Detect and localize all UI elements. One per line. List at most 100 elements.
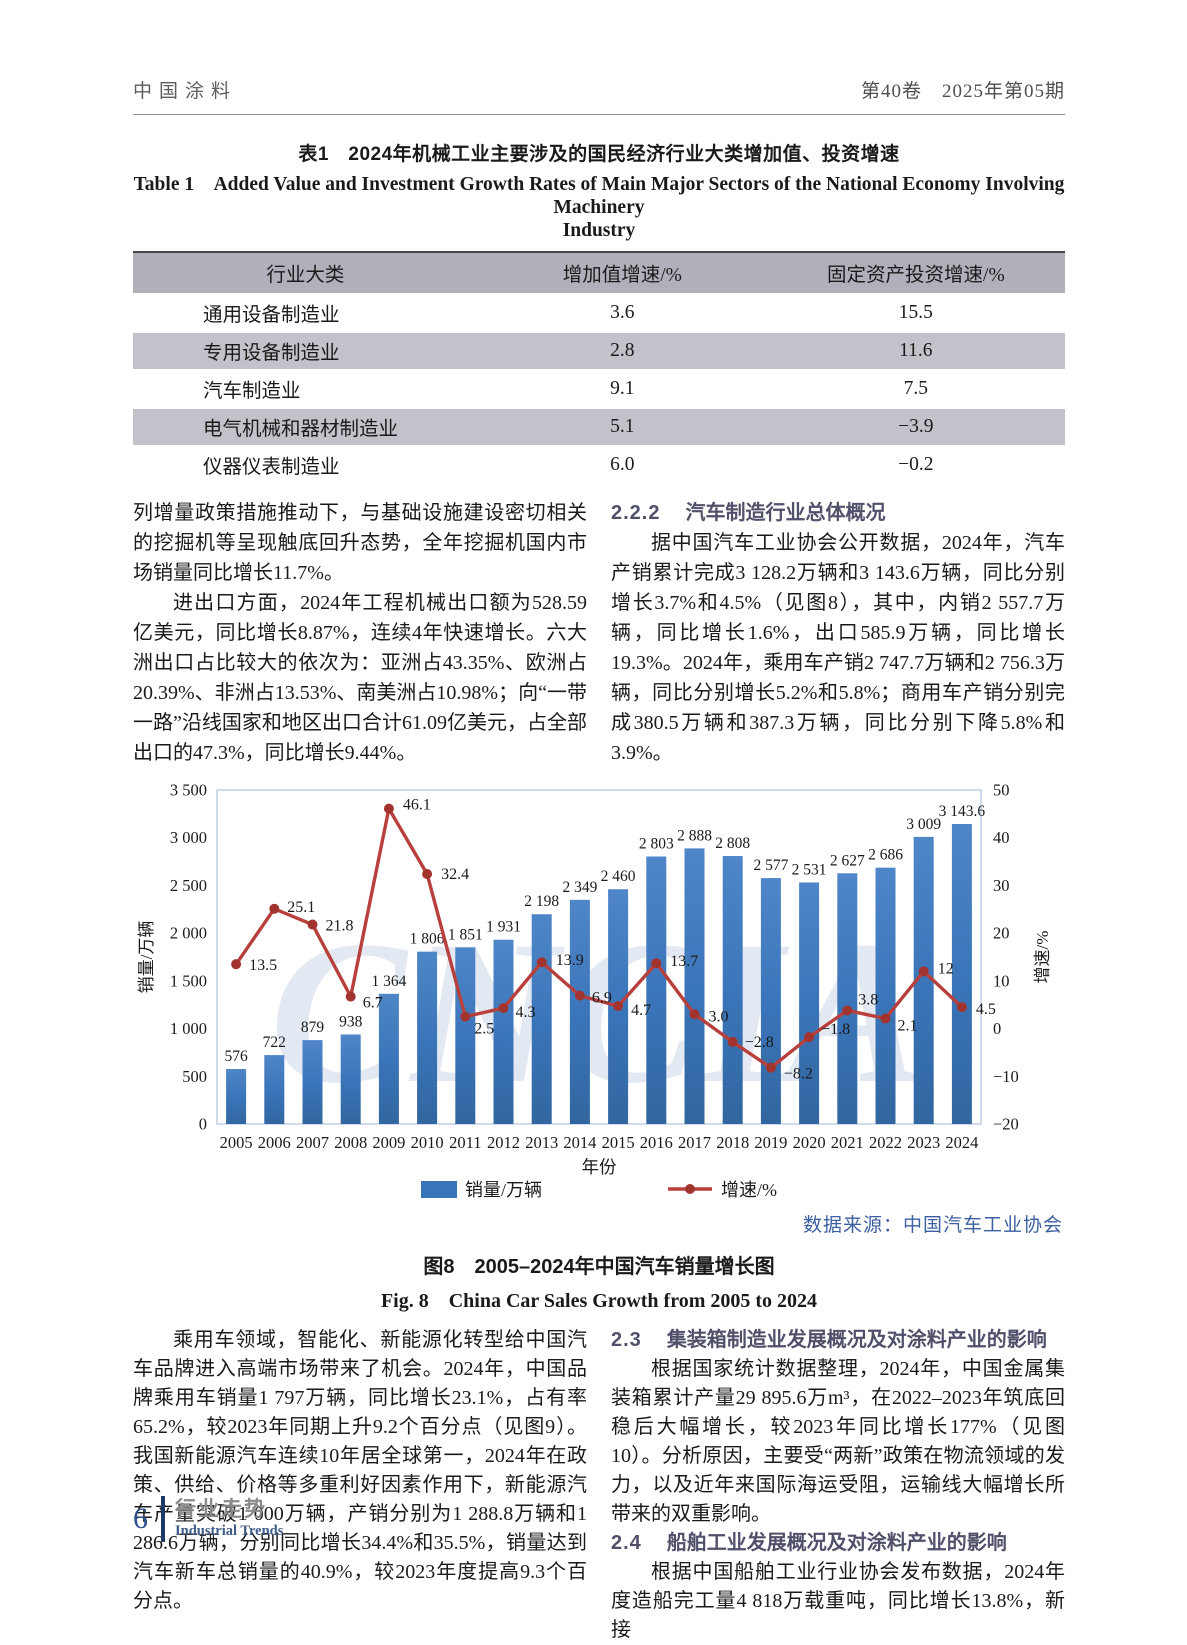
figure-caption-cn: 图8 2005–2024年中国汽车销量增长图	[423, 1256, 775, 1278]
value-cell: −3.9	[898, 415, 934, 437]
svg-text:年份: 年份	[582, 1157, 617, 1176]
svg-text:2019: 2019	[754, 1133, 787, 1152]
value-cell: 2.8	[610, 339, 635, 361]
value-cell: 11.6	[899, 339, 933, 361]
svg-text:2005: 2005	[220, 1133, 253, 1152]
svg-text:32.4: 32.4	[441, 866, 469, 883]
legend-line-marker	[668, 1184, 712, 1194]
svg-text:6.7: 6.7	[363, 995, 383, 1012]
svg-text:2.5: 2.5	[474, 1021, 494, 1038]
bar-2016	[646, 856, 667, 1124]
svg-text:2.1: 2.1	[898, 1018, 918, 1035]
growth-marker-2014	[574, 990, 585, 1001]
growth-marker-2011	[460, 1011, 471, 1022]
legend-item-sales: 销量/万辆	[420, 1176, 542, 1202]
growth-marker-2023	[918, 966, 929, 977]
growth-marker-2010	[422, 868, 433, 879]
growth-marker-2022	[880, 1013, 891, 1024]
svg-text:2 460: 2 460	[601, 868, 636, 885]
issue-info: 第40卷 2025年第05期	[860, 81, 1065, 102]
table1-title-en: Table 1 Added Value and Investment Growt…	[133, 173, 1065, 242]
svg-text:2 888: 2 888	[677, 827, 712, 844]
svg-text:30: 30	[993, 876, 1010, 895]
svg-text:2014: 2014	[563, 1133, 596, 1152]
svg-text:20: 20	[993, 924, 1010, 943]
running-head: 中国涂料 第40卷 2025年第05期	[133, 0, 1065, 115]
svg-text:4.7: 4.7	[631, 1002, 651, 1019]
growth-marker-2018	[727, 1036, 738, 1047]
footer-section-cn: 行业走势	[175, 1498, 267, 1521]
table1-title-en-line1: Table 1 Added Value and Investment Growt…	[133, 174, 1065, 218]
svg-text:3 009: 3 009	[906, 816, 941, 833]
column-header-investment: 固定资产投资增速/%	[766, 252, 1065, 294]
svg-text:4.3: 4.3	[516, 1004, 536, 1021]
section-title: 集装箱制造业发展概况及对涂料产业的影响	[666, 1329, 1047, 1351]
svg-text:13.5: 13.5	[249, 957, 277, 974]
svg-text:2007: 2007	[296, 1133, 329, 1152]
svg-text:6.9: 6.9	[592, 990, 612, 1007]
svg-text:−20: −20	[993, 1115, 1019, 1134]
svg-text:2011: 2011	[449, 1133, 481, 1152]
sector-name-cell: 仪器仪表制造业	[203, 457, 340, 478]
svg-text:2024: 2024	[945, 1133, 978, 1152]
bar-2014	[569, 899, 590, 1124]
svg-text:938: 938	[339, 1013, 363, 1030]
svg-text:2013: 2013	[525, 1133, 558, 1152]
page-footer: 6 行业走势 Industrial Trends	[133, 1496, 283, 1542]
svg-text:−8.2: −8.2	[784, 1066, 813, 1083]
svg-text:2 686: 2 686	[868, 847, 903, 864]
growth-marker-2015	[613, 1001, 624, 1012]
body-text-lower: 乘用车领域，智能化、新能源化转型给中国汽车品牌进入高端市场带来了机会。2024年…	[133, 1326, 1065, 1645]
svg-text:2 349: 2 349	[562, 879, 597, 896]
svg-text:2 577: 2 577	[753, 857, 788, 874]
column-header-added-value: 增加值增速/%	[477, 252, 767, 294]
growth-marker-2020	[804, 1032, 815, 1043]
growth-marker-2016	[651, 958, 662, 969]
table1-title-cn: 表1 2024年机械工业主要涉及的国民经济行业大类增加值、投资增速	[298, 144, 900, 165]
svg-text:2020: 2020	[793, 1133, 826, 1152]
legend-bar-swatch	[420, 1180, 457, 1198]
sector-name-cell: 电气机械和器材制造业	[203, 419, 399, 440]
bar-2018	[722, 856, 743, 1124]
bar-2021	[837, 873, 858, 1124]
growth-line	[234, 806, 964, 1070]
svg-text:0: 0	[993, 1019, 1001, 1038]
growth-marker-2019	[765, 1062, 776, 1073]
svg-text:13.7: 13.7	[670, 953, 698, 970]
svg-text:2012: 2012	[487, 1133, 520, 1152]
section-number: 2.2.2	[611, 502, 661, 524]
value-cell: 7.5	[903, 377, 929, 399]
svg-text:1 364: 1 364	[371, 973, 406, 990]
right-column: 2.2.2 汽车制造行业总体概况 据中国汽车工业协会公开数据，2024年，汽车产销…	[611, 498, 1065, 770]
svg-text:3 500: 3 500	[170, 781, 207, 800]
section-heading-2-2-2: 2.2.2 汽车制造行业总体概况	[611, 498, 1065, 528]
svg-text:50: 50	[993, 781, 1010, 800]
svg-text:1 806: 1 806	[410, 931, 445, 948]
section-title: 汽车制造行业总体概况	[685, 502, 886, 524]
svg-text:576: 576	[224, 1048, 248, 1065]
table-row: 专用设备制造业 2.8 11.6	[133, 332, 1065, 370]
value-cell: 9.1	[610, 377, 635, 399]
bar-2007	[302, 1040, 323, 1124]
figure-caption-en: Fig. 8 China Car Sales Growth from 2005 …	[380, 1290, 818, 1312]
bar-2017	[684, 848, 705, 1124]
svg-text:2022: 2022	[869, 1133, 902, 1152]
table-row: 电气机械和器材制造业 5.1 −3.9	[133, 408, 1065, 446]
section-heading-2-3: 2.3 集装箱制造业发展概况及对涂料产业的影响	[611, 1326, 1065, 1355]
svg-text:−2.8: −2.8	[745, 1034, 774, 1051]
page-number: 6	[133, 1502, 148, 1535]
paragraph: 据中国汽车工业协会公开数据，2024年，汽车产销累计完成3 128.2万辆和3 …	[611, 532, 1065, 764]
svg-text:3.8: 3.8	[858, 991, 878, 1008]
bar-2022	[875, 867, 896, 1124]
journal-name: 中国涂料	[133, 81, 238, 102]
svg-text:879: 879	[301, 1019, 325, 1036]
svg-text:2006: 2006	[258, 1133, 291, 1152]
data-source-note: 数据来源：中国汽车工业协会	[802, 1215, 1063, 1236]
bar-2006	[264, 1055, 285, 1124]
svg-text:2 808: 2 808	[715, 835, 750, 852]
growth-marker-2021	[842, 1005, 853, 1016]
growth-marker-2012	[498, 1003, 509, 1014]
left-column-lower: 乘用车领域，智能化、新能源化转型给中国汽车品牌进入高端市场带来了机会。2024年…	[133, 1326, 587, 1645]
paragraph: 根据国家统计数据整理，2024年，中国金属集装箱累计产量29 895.6万m³，…	[611, 1358, 1065, 1525]
